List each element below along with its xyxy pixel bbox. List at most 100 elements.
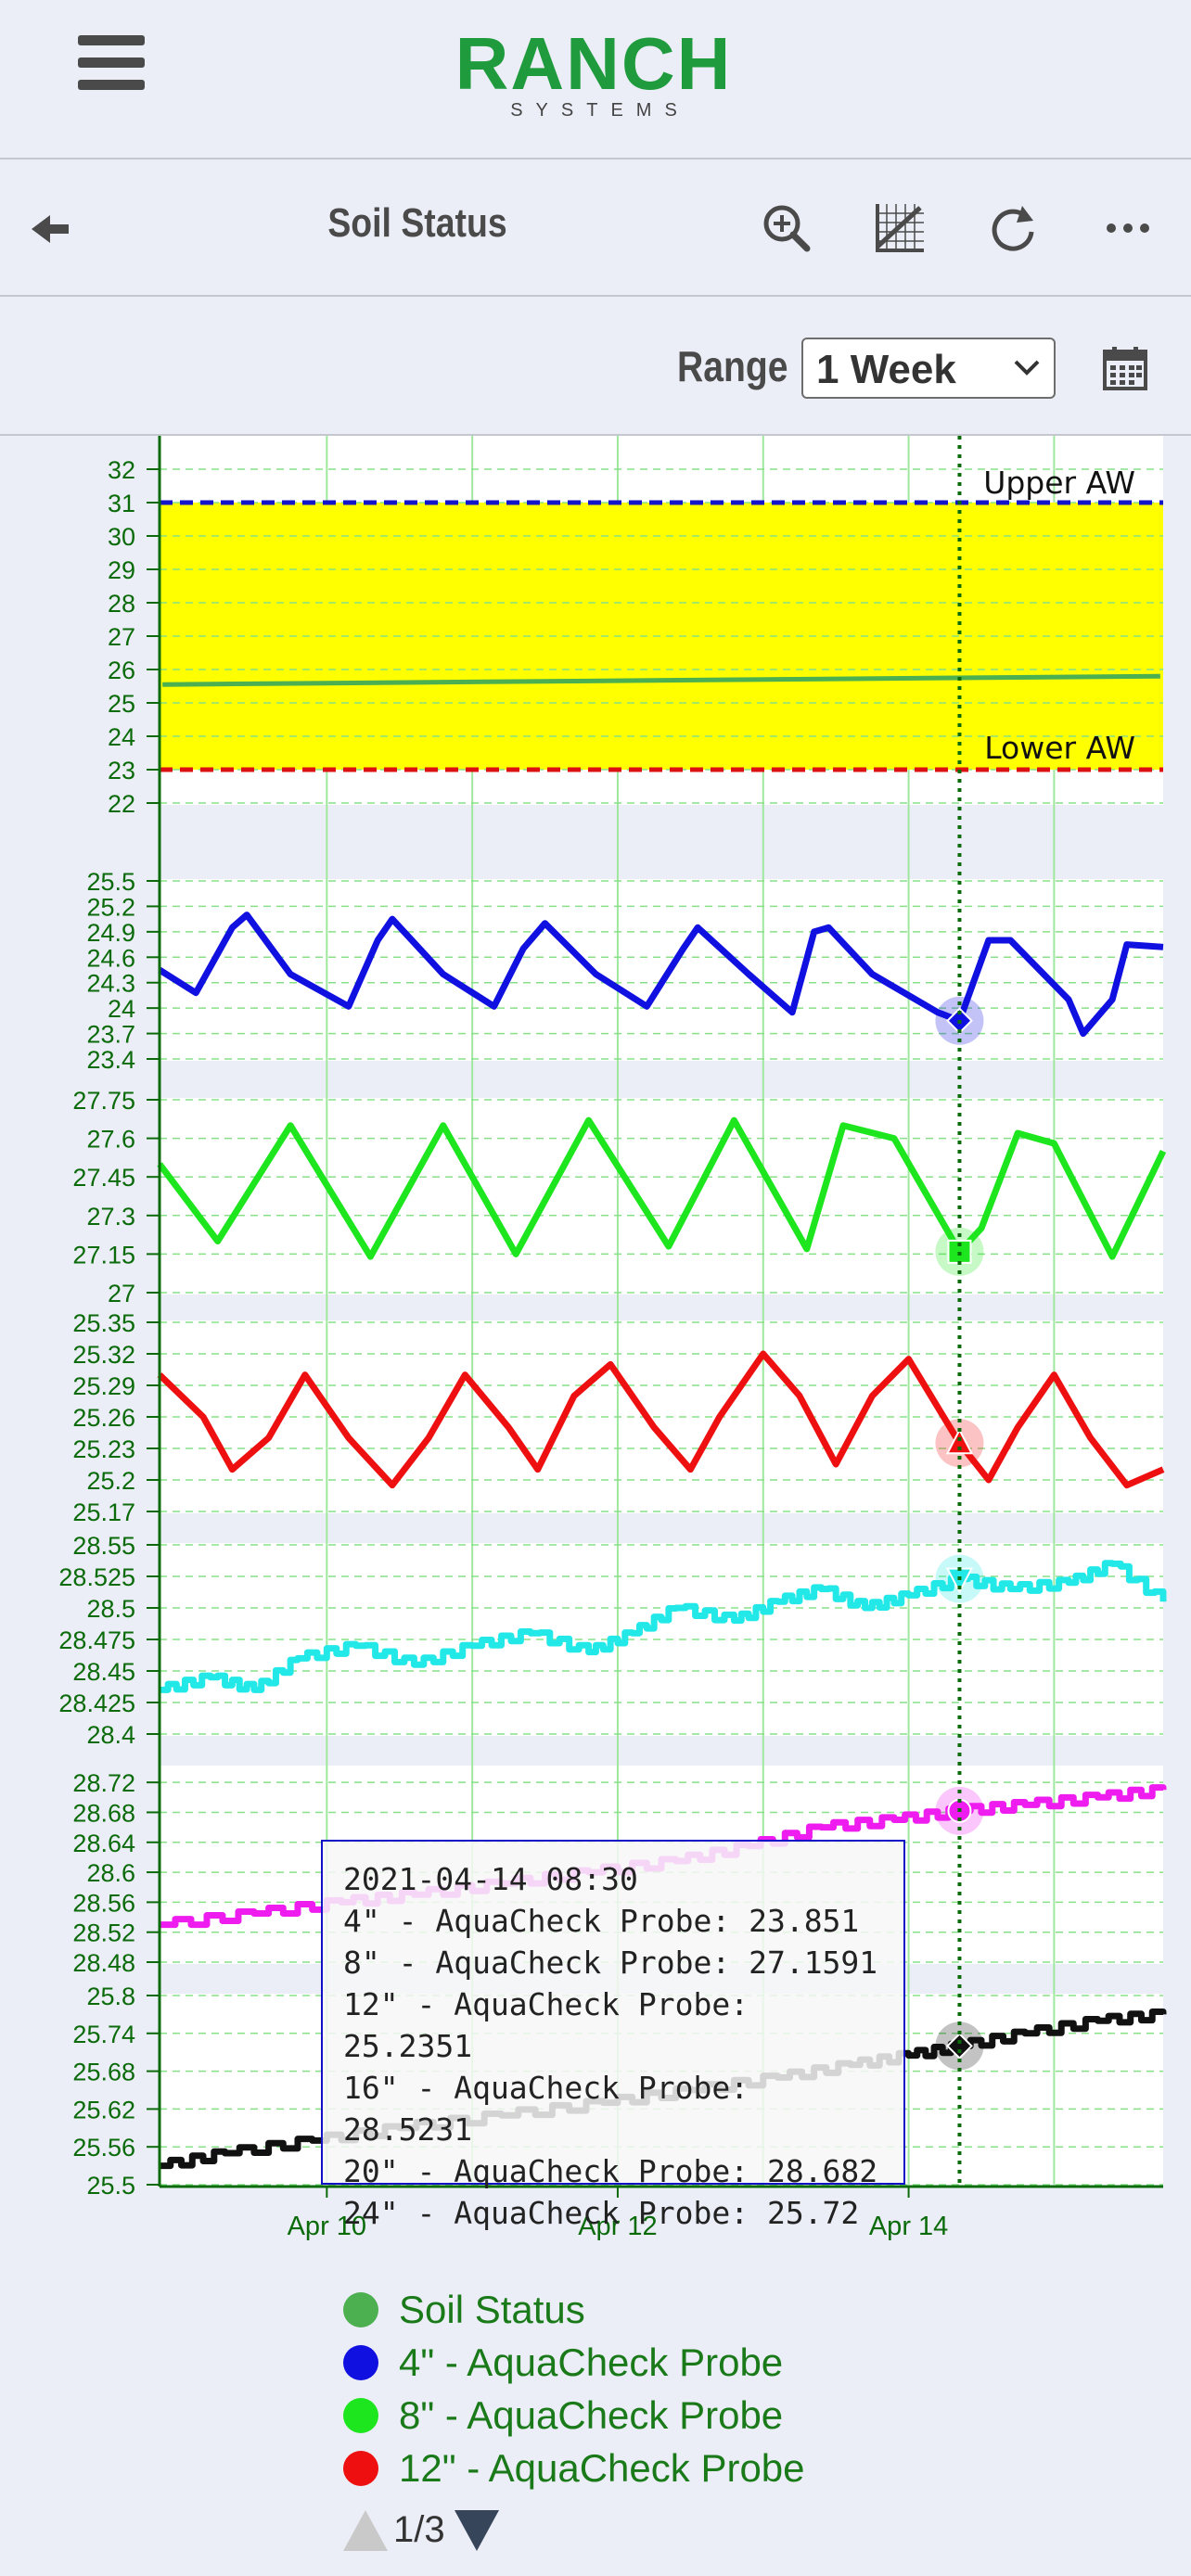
menu-icon[interactable] — [78, 35, 145, 91]
x-tick-label: Apr 12 — [578, 2212, 657, 2241]
tooltip-line-12in: 12" - AquaCheck Probe: 25.2351 — [343, 1986, 749, 2064]
y-tick-label: 23.4 — [86, 1046, 135, 1074]
y-tick-label: 25.35 — [72, 1309, 135, 1337]
y-tick-label: 27 — [108, 1280, 135, 1307]
y-tick-label: 25.5 — [86, 2172, 135, 2200]
legend-page-number: 1/3 — [393, 2509, 445, 2550]
app-header: RANCH SYSTEMS — [0, 0, 1191, 159]
page-down-icon[interactable] — [454, 2509, 499, 2551]
range-select[interactable]: 1 Week — [801, 338, 1056, 399]
chevron-down-icon — [1014, 360, 1040, 376]
range-bar: Range 1 Week — [0, 297, 1191, 436]
series-line-p8 — [157, 1116, 1167, 1260]
more-icon[interactable] — [1100, 200, 1156, 256]
y-tick-label: 28.4 — [86, 1721, 135, 1749]
page-title: Soil Status — [327, 200, 507, 246]
chart-grid-icon[interactable] — [872, 200, 928, 256]
y-tick-label: 32 — [108, 456, 135, 484]
legend-label: 4" - AquaCheck Probe — [399, 2340, 784, 2384]
legend-pager: 1/3 — [343, 2509, 499, 2551]
y-tick-label: 25.23 — [72, 1435, 135, 1463]
y-tick-label: 25.68 — [72, 2059, 135, 2086]
panel-gap — [160, 1061, 1163, 1098]
y-tick-label: 28.475 — [58, 1626, 135, 1654]
y-tick-label: 25.29 — [72, 1372, 135, 1400]
legend-item-12in-probe[interactable]: 12" - AquaCheck Probe — [343, 2442, 805, 2494]
series-line-p12 — [157, 1350, 1165, 1489]
y-tick-label: 29 — [108, 556, 135, 584]
y-tick-label: 31 — [108, 490, 135, 517]
y-tick-label: 27.15 — [72, 1241, 135, 1269]
y-tick-label: 27 — [108, 623, 135, 651]
panel-gap — [160, 1294, 1163, 1320]
x-tick-label: Apr 14 — [869, 2212, 948, 2241]
y-tick-label: 25.2 — [86, 893, 135, 921]
y-tick-label: 28.56 — [72, 1889, 135, 1917]
legend-dot-icon — [343, 2397, 378, 2433]
y-tick-label: 28.72 — [72, 1769, 135, 1797]
panel-gap — [160, 805, 1163, 879]
y-tick-label: 24.6 — [86, 944, 135, 972]
y-tick-label: 24.9 — [86, 919, 135, 947]
y-tick-label: 25.32 — [72, 1341, 135, 1369]
legend-item-8in-probe[interactable]: 8" - AquaCheck Probe — [343, 2389, 805, 2442]
range-label: Range — [677, 342, 788, 390]
marker-diamond — [946, 2032, 973, 2060]
refresh-icon[interactable] — [985, 200, 1041, 256]
y-tick-label: 25.74 — [72, 2021, 135, 2048]
y-tick-label: 25.8 — [86, 1983, 135, 2010]
legend-item-4in-probe[interactable]: 4" - AquaCheck Probe — [343, 2336, 805, 2389]
y-tick-label: 28.48 — [72, 1949, 135, 1977]
y-tick-label: 28.5 — [86, 1595, 135, 1623]
y-tick-label: 25.2 — [86, 1467, 135, 1495]
y-tick-label: 27.6 — [86, 1126, 135, 1154]
panel-gap — [160, 1736, 1163, 1766]
tooltip-time: 2021-04-14 08:30 — [343, 1861, 638, 1897]
marker-triangle — [945, 1428, 974, 1455]
y-tick-label: 25.17 — [72, 1498, 135, 1526]
legend-dot-icon — [343, 2450, 378, 2486]
y-tick-label: 28.45 — [72, 1658, 135, 1686]
series-line-soil — [162, 673, 1160, 687]
tooltip-line-8in: 8" - AquaCheck Probe: 27.1591 — [343, 1945, 878, 1981]
chart-legend: Soil Status 4" - AquaCheck Probe 8" - Aq… — [343, 2283, 805, 2494]
y-tick-label: 28.425 — [58, 1690, 135, 1717]
back-arrow-icon[interactable] — [28, 206, 74, 252]
y-tick-label: 24.3 — [86, 970, 135, 998]
y-tick-label: 28 — [108, 590, 135, 618]
y-tick-label: 28.68 — [72, 1799, 135, 1827]
logo-main-text: RANCH — [455, 22, 733, 105]
y-tick-label: 28.55 — [72, 1532, 135, 1560]
series-line-p16 — [160, 1560, 1167, 1693]
tooltip-line-16in: 16" - AquaCheck Probe: 28.5231 — [343, 2070, 749, 2148]
y-tick-label: 28.64 — [72, 1830, 135, 1857]
x-tick-label: Apr 10 — [288, 2212, 366, 2241]
y-tick-label: 23 — [108, 757, 135, 784]
range-select-value: 1 Week — [816, 347, 956, 392]
chart-tooltip: 2021-04-14 08:30 4" - AquaCheck Probe: 2… — [321, 1840, 905, 2231]
legend-item-soil-status[interactable]: Soil Status — [343, 2283, 805, 2336]
zoom-in-icon[interactable] — [759, 200, 814, 256]
soil-status-chart[interactable]: 22 23 24 25 26 27 28 29 30 31 32 Upper AW Lower AW 23… — [0, 436, 1191, 2272]
y-tick-label: 25.62 — [72, 2096, 135, 2123]
legend-label: Soil Status — [399, 2287, 585, 2331]
y-tick-label: 22 — [108, 790, 135, 818]
ranch-systems-logo[interactable]: RANCH SYSTEMS — [445, 22, 742, 121]
tooltip-line-24in: 24" - AquaCheck Probe: 25.72 — [343, 2195, 860, 2231]
calendar-icon[interactable] — [1102, 345, 1148, 391]
y-tick-label: 28.52 — [72, 1919, 135, 1947]
tooltip-line-4in: 4" - AquaCheck Probe: 23.851 — [343, 1903, 860, 1939]
upper-aw-label: Upper AW — [983, 465, 1135, 501]
y-tick-label: 25 — [108, 690, 135, 718]
y-tick-label: 30 — [108, 523, 135, 551]
panel-gap — [160, 1513, 1163, 1543]
page-up-icon[interactable] — [343, 2509, 388, 2551]
legend-dot-icon — [343, 2291, 378, 2327]
y-tick-label: 27.3 — [86, 1203, 135, 1231]
y-tick-label: 23.7 — [86, 1021, 135, 1049]
legend-label: 8" - AquaCheck Probe — [399, 2392, 784, 2437]
y-tick-label: 26 — [108, 657, 135, 684]
y-tick-label: 27.45 — [72, 1164, 135, 1192]
tooltip-line-20in: 20" - AquaCheck Probe: 28.682 — [343, 2153, 878, 2189]
y-tick-label: 28.525 — [58, 1563, 135, 1591]
